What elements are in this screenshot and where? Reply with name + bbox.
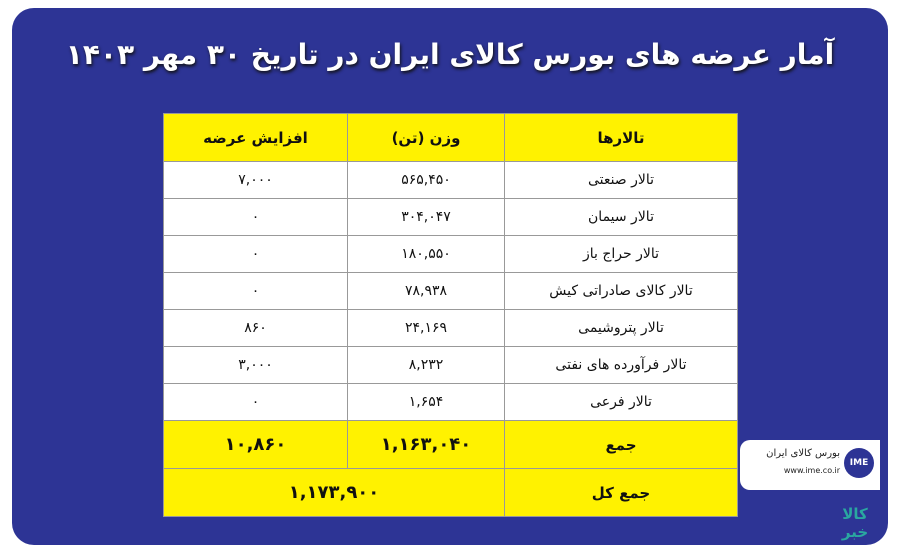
table-cell: ۲۴,۱۶۹ [347,309,505,347]
table-cell: ۷,۰۰۰ [163,161,348,199]
logo: بورس کالای ایران www.ime.co.ir IME [740,440,880,490]
table-cell: ۱,۱۶۳,۰۴۰ [347,420,505,469]
table-cell: تالار حراج باز [504,235,738,273]
table-cell: وزن (تن) [347,113,505,162]
table-cell: ۱,۶۵۴ [347,383,505,421]
table-row: تالار پتروشیمی ۲۴,۱۶۹ ۸۶۰ [163,309,738,347]
table-cell: ۱۸۰,۵۵۰ [347,235,505,273]
table-cell: تالار صنعتی [504,161,738,199]
brand-top: کالا [842,505,868,523]
table-row: تالار حراج باز ۱۸۰,۵۵۰ ۰ [163,235,738,273]
brand-bottom: خبر [841,523,869,541]
table-cell: جمع [504,420,738,469]
logo-name: بورس کالای ایران [766,448,840,459]
table-row: تالار فرعی ۱,۶۵۴ ۰ [163,383,738,421]
table-cell: تالار پتروشیمی [504,309,738,347]
table-cell: ۰ [163,235,348,273]
table-cell: افزایش عرضه [163,113,348,162]
table-cell: تالار سیمان [504,198,738,236]
table-cell: ۸,۲۳۲ [347,346,505,384]
table-cell: تالار فرآورده های نفتی [504,346,738,384]
table-row: جمع ۱,۱۶۳,۰۴۰ ۱۰,۸۶۰ [163,420,738,469]
table-body: تالارها وزن (تن) افزایش عرضه تالار صنعتی ۵۶۵… [163,113,738,517]
table-cell: ۰ [163,272,348,310]
table-cell: ۱۰,۸۶۰ [163,420,348,469]
title: آمار عرضه های بورس کالای ایران در تاریخ … [65,38,835,71]
table-cell: تالارها [504,113,738,162]
logo-mark: IME [844,448,874,478]
table-cell: ۷۸,۹۳۸ [347,272,505,310]
table-cell: ۸۶۰ [163,309,348,347]
table-row: تالار صنعتی ۵۶۵,۴۵۰ ۷,۰۰۰ [163,161,738,199]
table: تالارها وزن (تن) افزایش عرضه تالار صنعتی ۵۶۵… [163,113,738,517]
table-row: تالار کالای صادراتی کیش ۷۸,۹۳۸ ۰ [163,272,738,310]
table-row: تالار فرآورده های نفتی ۸,۲۳۲ ۳,۰۰۰ [163,346,738,384]
table-cell: ۱,۱۷۳,۹۰۰ [163,468,505,517]
table-row: جمع کل ۱,۱۷۳,۹۰۰ [163,468,738,517]
table-cell: ۳,۰۰۰ [163,346,348,384]
table-cell: تالار فرعی [504,383,738,421]
table-cell: جمع کل [504,468,738,517]
table-row: تالار سیمان ۳۰۴,۰۴۷ ۰ [163,198,738,236]
table-cell: تالار کالای صادراتی کیش [504,272,738,310]
logo-url: www.ime.co.ir [783,466,840,475]
table-cell: ۰ [163,198,348,236]
table-cell: ۰ [163,383,348,421]
table-row: تالارها وزن (تن) افزایش عرضه [163,113,738,162]
table-cell: ۳۰۴,۰۴۷ [347,198,505,236]
brand: کالا خبر [820,505,890,541]
table-cell: ۵۶۵,۴۵۰ [347,161,505,199]
